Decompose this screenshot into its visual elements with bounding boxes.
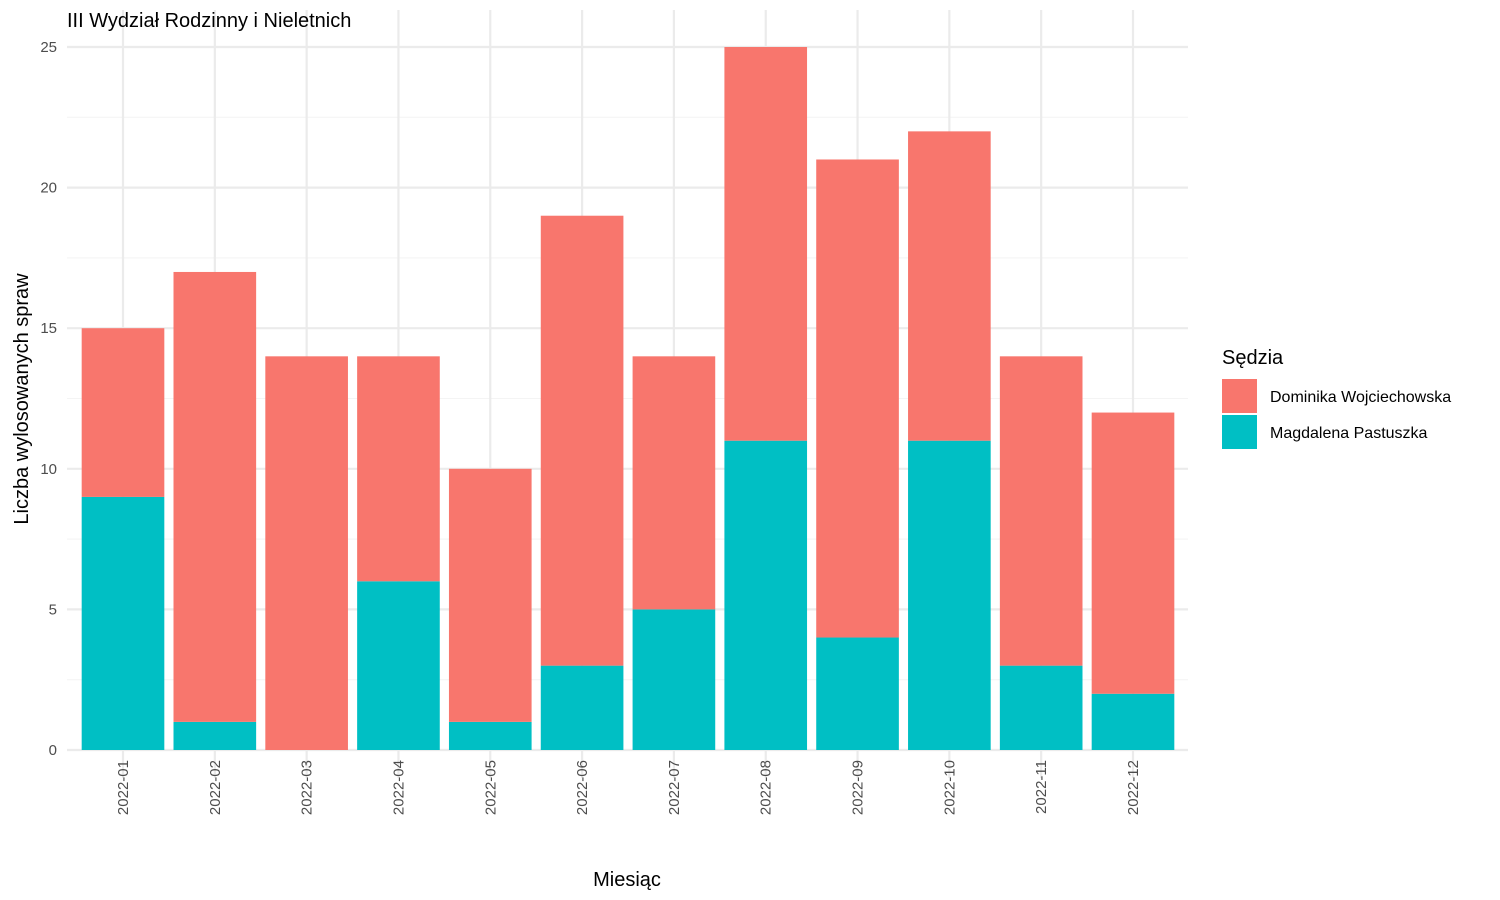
- bar-magdalena-pastuszka-2022-11: [999, 665, 1083, 750]
- bar-dominika-wojciechowska-2022-09: [816, 159, 899, 638]
- legend-label-dominika-wojciechowska: Dominika Wojciechowska: [1270, 389, 1451, 406]
- chart-title: III Wydział Rodzinny i Nieletnich: [67, 10, 351, 32]
- bar-magdalena-pastuszka-2022-05: [448, 721, 532, 750]
- x-axis: 2022-01 2022-02 2022-03 2022-04 2022-05 2022-…: [115, 760, 1142, 815]
- bar-magdalena-pastuszka-2022-10: [908, 440, 991, 750]
- y-tick-label: 0: [49, 742, 57, 759]
- bar-dominika-wojciechowska-2022-05: [448, 468, 532, 722]
- x-tick-label: 2022-03: [299, 760, 316, 815]
- x-tick-label: 2022-02: [207, 760, 224, 815]
- bar-magdalena-pastuszka-2022-12: [1091, 693, 1175, 750]
- bar-dominika-wojciechowska-2022-12: [1091, 412, 1175, 694]
- bars: [81, 47, 1175, 750]
- bar-magdalena-pastuszka-2022-08: [724, 440, 808, 750]
- bar-dominika-wojciechowska-2022-03: [265, 356, 348, 750]
- x-tick-label: 2022-09: [850, 760, 867, 815]
- bar-dominika-wojciechowska-2022-07: [632, 356, 716, 610]
- x-tick-label: 2022-04: [390, 760, 407, 815]
- bar-dominika-wojciechowska-2022-08: [724, 47, 808, 441]
- bar-magdalena-pastuszka-2022-01: [81, 496, 165, 750]
- legend-swatch-magdalena-pastuszka: [1222, 415, 1257, 449]
- x-tick-label: 2022-11: [1033, 760, 1050, 814]
- bar-dominika-wojciechowska-2022-11: [999, 356, 1083, 666]
- bar-magdalena-pastuszka-2022-09: [816, 637, 899, 750]
- bar-dominika-wojciechowska-2022-01: [81, 328, 165, 497]
- bar-dominika-wojciechowska-2022-02: [173, 271, 257, 722]
- y-tick-label: 5: [49, 601, 57, 618]
- x-tick-label: 2022-07: [666, 760, 683, 815]
- bar-dominika-wojciechowska-2022-06: [540, 215, 624, 666]
- y-tick-label: 10: [40, 461, 57, 478]
- legend-label-magdalena-pastuszka: Magdalena Pastuszka: [1270, 425, 1428, 442]
- bar-magdalena-pastuszka-2022-06: [540, 665, 624, 750]
- y-tick-label: 25: [40, 39, 57, 56]
- x-tick-label: 2022-08: [758, 760, 775, 815]
- bar-dominika-wojciechowska-2022-04: [357, 356, 440, 582]
- bar-magdalena-pastuszka-2022-02: [173, 721, 257, 750]
- y-tick-label: 20: [40, 180, 57, 197]
- y-tick-label: 15: [40, 320, 57, 337]
- y-axis: 0 5 10 15 20 25: [40, 39, 57, 759]
- x-tick-label: 2022-01: [115, 760, 132, 815]
- x-tick-label: 2022-10: [941, 760, 958, 815]
- bar-dominika-wojciechowska-2022-10: [908, 131, 991, 441]
- x-tick-label: 2022-06: [574, 760, 591, 815]
- y-axis-title: Liczba wylosowanych spraw: [11, 273, 33, 525]
- legend-swatch-dominika-wojciechowska: [1222, 379, 1257, 413]
- legend: Sędzia Dominika Wojciechowska Magdalena P…: [1222, 347, 1451, 449]
- legend-title: Sędzia: [1222, 347, 1284, 369]
- bar-magdalena-pastuszka-2022-07: [632, 609, 716, 750]
- x-tick-label: 2022-12: [1125, 760, 1142, 815]
- x-tick-label: 2022-05: [482, 760, 499, 815]
- x-axis-title: Miesiąc: [593, 869, 661, 891]
- bar-magdalena-pastuszka-2022-04: [357, 581, 440, 750]
